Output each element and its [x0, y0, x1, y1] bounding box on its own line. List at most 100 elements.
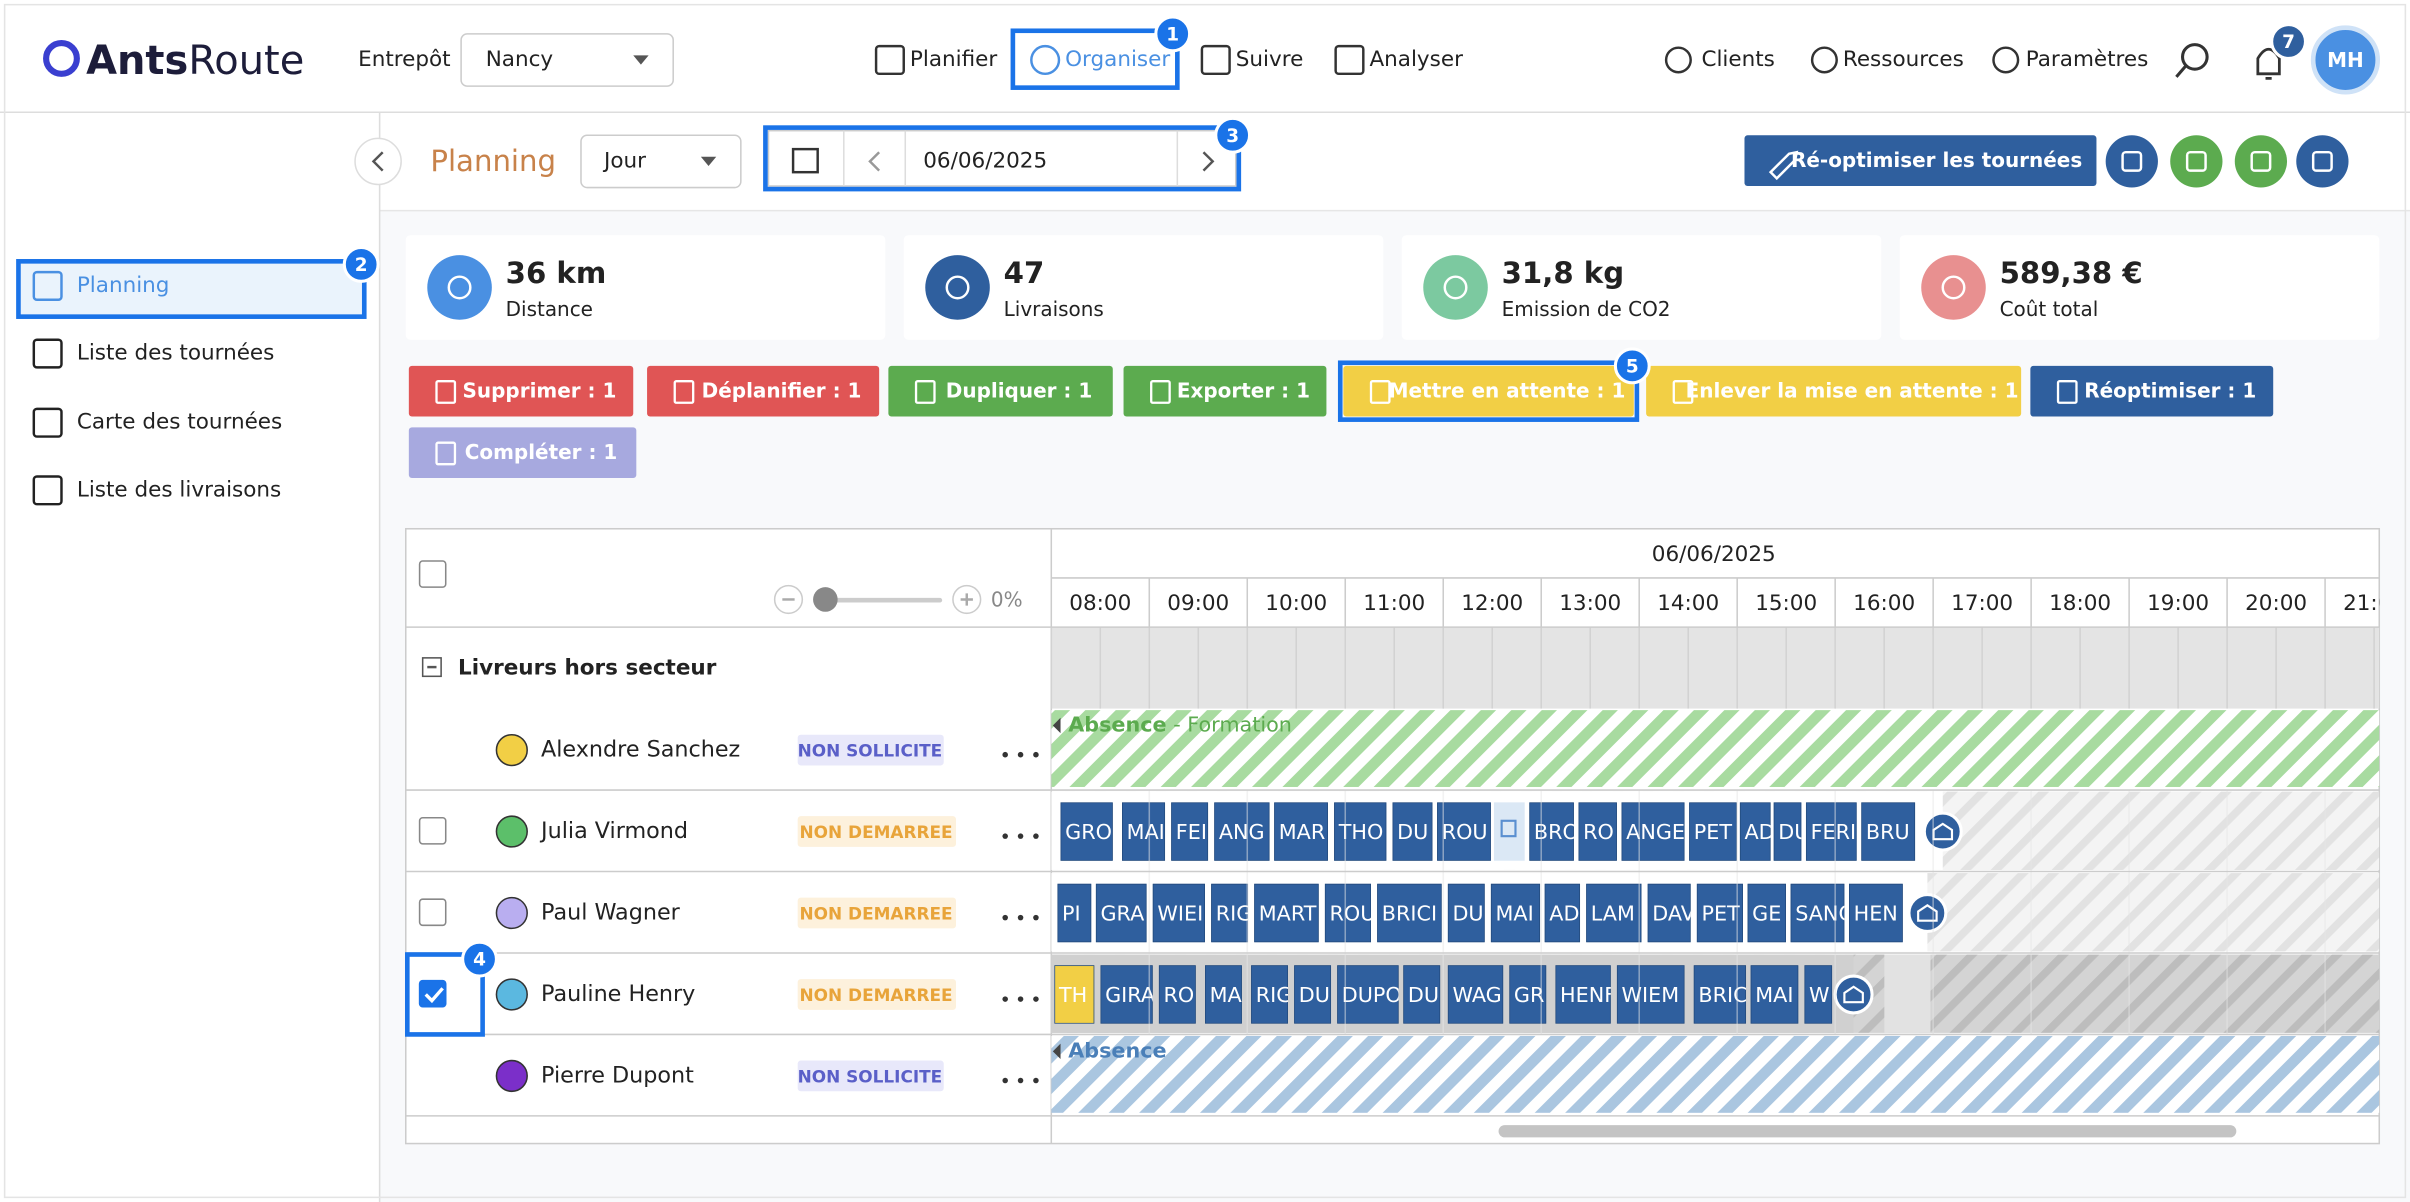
stop-block[interactable]: HENF — [1555, 965, 1616, 1024]
stop-block[interactable]: ROU — [1437, 802, 1491, 861]
sidebar-item[interactable]: Liste des tournées — [77, 341, 275, 366]
stop-block[interactable]: WAG — [1447, 965, 1504, 1024]
stop-block[interactable]: DU — [1294, 965, 1332, 1024]
sidebar-icon — [32, 475, 63, 506]
menu-item[interactable]: Suivre — [1236, 47, 1304, 72]
menu-item[interactable]: Paramètres — [2026, 47, 2149, 72]
action-label[interactable]: Déplanifier : 1 — [702, 378, 862, 402]
stop-block[interactable]: GR — [1509, 965, 1547, 1024]
action-button[interactable] — [888, 365, 1113, 417]
stop-block[interactable]: RIG — [1211, 883, 1252, 943]
stop-block[interactable]: THO — [1334, 802, 1387, 861]
stop-block[interactable]: DAV — [1647, 883, 1696, 943]
row-checkbox[interactable] — [418, 898, 447, 927]
menu-item[interactable]: Clients — [1701, 47, 1774, 72]
stop-block[interactable]: FERI — [1805, 802, 1857, 861]
action-label[interactable]: Mettre en attente : 1 — [1389, 378, 1626, 402]
action-button[interactable] — [1343, 365, 1634, 417]
menu-item[interactable]: Planifier — [910, 47, 997, 72]
row-checkbox[interactable] — [418, 979, 447, 1008]
round-action-icon — [2250, 150, 2272, 172]
stop-block[interactable]: HEN — [1848, 883, 1903, 943]
view-select[interactable] — [580, 134, 742, 189]
stop-block[interactable]: ANG — [1214, 802, 1270, 861]
stop-block[interactable]: WIEM — [1616, 965, 1685, 1024]
stop-block[interactable]: BRIC — [1693, 965, 1748, 1024]
stat-icon — [427, 255, 492, 320]
stop-block[interactable]: AD — [1739, 802, 1775, 861]
action-label[interactable]: Supprimer : 1 — [463, 378, 617, 402]
annotation-badge — [342, 245, 380, 283]
stop-block[interactable]: WIEI — [1152, 883, 1205, 943]
row-checkbox[interactable] — [418, 816, 447, 845]
stop-block[interactable]: BRO — [1529, 802, 1579, 861]
menu-item[interactable]: Analyser — [1369, 47, 1463, 72]
warehouse-select[interactable] — [460, 33, 674, 87]
stop-block[interactable]: RO — [1158, 965, 1196, 1024]
stop-block[interactable]: LAM — [1586, 883, 1642, 943]
stop-fill — [1095, 883, 1147, 943]
more-dot — [1017, 833, 1024, 839]
stop-label: DU — [1778, 820, 1809, 844]
stop-block[interactable]: AD — [1544, 883, 1581, 943]
action-label[interactable]: Réoptimiser : 1 — [2084, 378, 2256, 402]
action-label[interactable]: Dupliquer : 1 — [946, 378, 1092, 402]
avatar-initials[interactable]: MH — [2327, 48, 2364, 72]
stop-fill — [1747, 883, 1786, 943]
stop-block[interactable]: GE — [1747, 883, 1786, 943]
stop-block[interactable]: RO — [1578, 802, 1617, 861]
stop-block[interactable]: DU — [1403, 965, 1441, 1024]
stop-fill — [1750, 965, 1799, 1024]
action-label[interactable]: Exporter : 1 — [1177, 378, 1310, 402]
frame-border — [3, 3, 2407, 1199]
action-button[interactable] — [1123, 365, 1327, 417]
stop-block[interactable]: MAI — [1490, 883, 1541, 943]
round-action-button — [2170, 135, 2223, 188]
stop-block[interactable]: RIG — [1251, 965, 1292, 1024]
stop-block[interactable]: MA — [1205, 965, 1243, 1024]
stop-block[interactable]: W — [1804, 965, 1833, 1024]
menu-item[interactable]: Organiser — [1065, 47, 1170, 72]
stop-block[interactable]: BRU — [1861, 802, 1916, 861]
stop-block[interactable]: BRICI — [1377, 883, 1442, 943]
action-label[interactable]: Compléter : 1 — [465, 440, 618, 464]
stop-fill — [1861, 802, 1916, 861]
action-button[interactable] — [2030, 365, 2274, 417]
stop-block[interactable]: GIRA — [1100, 965, 1155, 1024]
stop-block[interactable]: MAI — [1750, 965, 1799, 1024]
action-label[interactable]: Enlever la mise en attente : 1 — [1686, 378, 2019, 402]
stop-block[interactable]: TH — [1054, 965, 1095, 1024]
action-button[interactable] — [408, 427, 637, 479]
stop-block[interactable]: DU — [1773, 802, 1810, 861]
reoptimize-button[interactable] — [1744, 135, 2097, 187]
stop-block[interactable]: PI — [1057, 883, 1092, 943]
stop-block[interactable]: GRA — [1095, 883, 1147, 943]
driver-color — [495, 815, 528, 848]
stop-block[interactable]: ANGE — [1621, 802, 1685, 861]
action-button[interactable] — [1646, 365, 2022, 417]
stop-block[interactable]: MAR — [1274, 802, 1328, 861]
action-button[interactable] — [408, 365, 634, 417]
stop-block[interactable]: GRO — [1060, 802, 1113, 861]
reoptimize-label[interactable]: Ré-optimiser les tournées — [1791, 148, 2082, 172]
stop-block[interactable]: SANC — [1790, 883, 1853, 943]
more-dot — [1017, 914, 1024, 921]
stop-block[interactable]: DU — [1392, 802, 1433, 861]
stop-block[interactable]: MART — [1254, 883, 1319, 943]
sidebar-item[interactable]: Carte des tournées — [77, 410, 282, 435]
stop-block[interactable]: ROU — [1324, 883, 1376, 943]
stop-block[interactable]: PET — [1689, 802, 1737, 861]
menu-item[interactable]: Ressources — [1843, 47, 1964, 72]
stop-block[interactable]: DU — [1447, 883, 1485, 943]
select-all-checkbox[interactable] — [418, 560, 447, 588]
stop-block[interactable]: FEI — [1171, 802, 1209, 861]
sidebar-item[interactable]: Planning — [77, 273, 170, 298]
stop-block[interactable]: DUPO — [1337, 965, 1402, 1024]
hour-label: 17:00 — [1951, 591, 2013, 616]
stop-label: MAI — [1755, 983, 1793, 1007]
stop-block[interactable]: MAI — [1122, 802, 1166, 861]
sidebar-item[interactable]: Liste des livraisons — [77, 477, 281, 502]
action-button[interactable] — [647, 365, 880, 417]
stop-block[interactable]: PET — [1696, 883, 1743, 943]
